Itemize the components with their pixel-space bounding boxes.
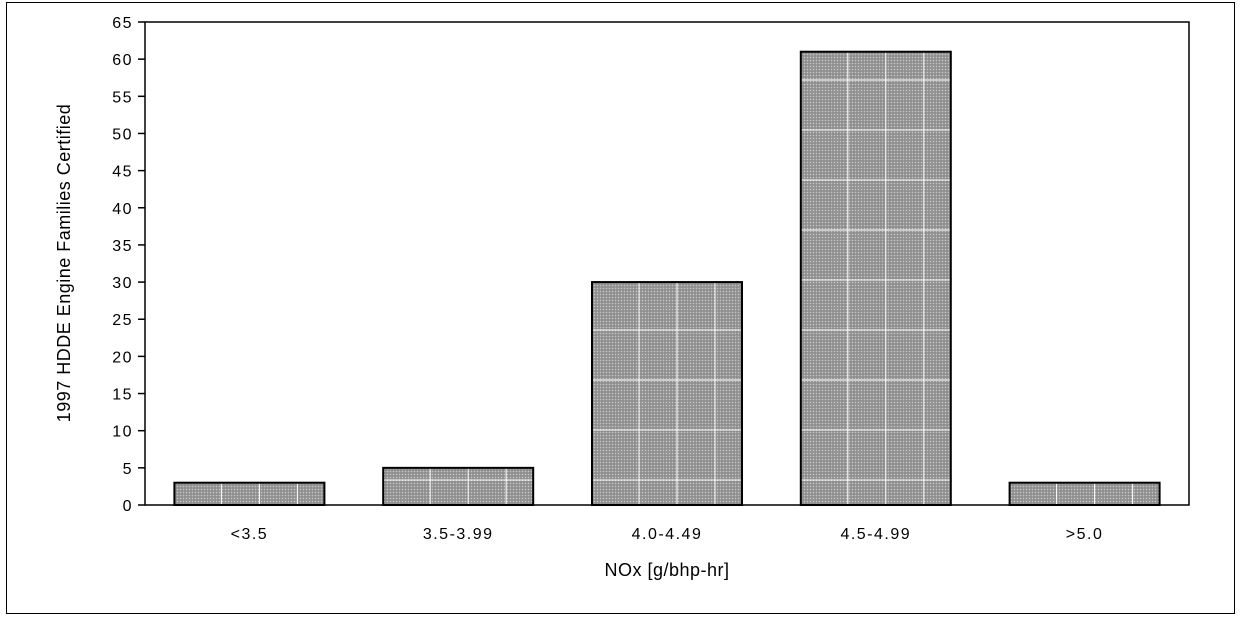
x-tick-label: 4.5-4.99 bbox=[840, 526, 911, 543]
y-tick-label: 30 bbox=[112, 275, 133, 292]
bar-5 bbox=[1008, 481, 1161, 507]
x-tick-label: <3.5 bbox=[231, 526, 269, 543]
bar-fill bbox=[592, 282, 742, 505]
bar-fill bbox=[800, 51, 951, 505]
y-tick-label: 5 bbox=[123, 461, 133, 478]
y-tick-label: 60 bbox=[112, 52, 133, 69]
x-axis-title: NOx [g/bhp-hr] bbox=[604, 560, 729, 580]
y-tick-label: 0 bbox=[123, 498, 133, 515]
y-tick-label: 45 bbox=[112, 164, 133, 181]
y-tick-label: 55 bbox=[112, 89, 133, 106]
bar-fill bbox=[383, 467, 534, 505]
bar-3 bbox=[591, 281, 743, 507]
x-tick-label: 4.0-4.49 bbox=[632, 526, 703, 543]
y-axis-title: 1997 HDDE Engine Families Certified bbox=[54, 104, 74, 423]
bar-fill bbox=[1009, 482, 1160, 505]
bar-outline bbox=[799, 50, 952, 506]
x-tick-label: >5.0 bbox=[1066, 526, 1104, 543]
bar-outline bbox=[173, 481, 326, 507]
y-tick-label: 10 bbox=[112, 424, 133, 441]
y-axis: 0 5 10 15 20 25 30 35 40 45 50 55 60 65 bbox=[112, 15, 145, 515]
x-axis: <3.5 3.5-3.99 4.0-4.49 4.5-4.99 >5.0 bbox=[231, 526, 1104, 543]
y-tick-label: 65 bbox=[112, 15, 133, 32]
bar-outline bbox=[1008, 481, 1161, 507]
y-tick-label: 50 bbox=[112, 126, 133, 143]
y-tick-label: 25 bbox=[112, 312, 133, 329]
bar-2 bbox=[382, 466, 535, 507]
bar-4 bbox=[799, 50, 952, 506]
bar-fill bbox=[174, 482, 325, 505]
bar-1 bbox=[173, 481, 326, 507]
y-tick-label: 20 bbox=[112, 349, 133, 366]
x-tick-label: 3.5-3.99 bbox=[423, 526, 494, 543]
bar-outline bbox=[382, 466, 535, 507]
bars bbox=[173, 50, 1161, 507]
y-tick-label: 40 bbox=[112, 201, 133, 218]
y-tick-label: 15 bbox=[112, 387, 133, 404]
bar-outline bbox=[591, 281, 743, 507]
y-tick-label: 35 bbox=[112, 238, 133, 255]
